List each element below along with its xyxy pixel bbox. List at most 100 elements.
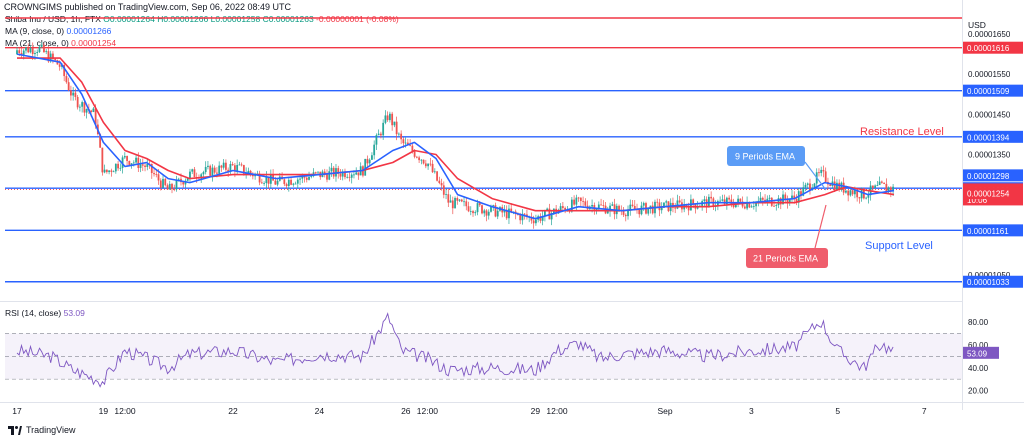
rsi-value-tag	[963, 346, 999, 359]
candle-body	[204, 166, 207, 173]
candle-body	[658, 202, 661, 211]
candle-body	[456, 197, 459, 201]
candle-body	[209, 165, 212, 176]
candle-body	[141, 164, 144, 166]
candle-body	[647, 208, 650, 214]
candle-body	[263, 183, 266, 184]
candle-body	[299, 178, 301, 180]
candle-body	[505, 209, 508, 219]
tradingview-footer: TradingView	[8, 425, 76, 435]
candle-body	[692, 199, 695, 205]
candle-body	[242, 165, 245, 174]
candle-body	[83, 102, 86, 113]
time-tick-label: 22	[228, 406, 238, 416]
candle-body	[638, 209, 641, 215]
candle-body	[175, 179, 178, 190]
candle-body	[865, 197, 868, 199]
change-value: -0.00000001 (-0.08%)	[316, 14, 399, 24]
candle-body	[186, 178, 189, 181]
candle-body	[606, 211, 609, 214]
candle-body	[22, 50, 25, 55]
candle-body	[730, 199, 733, 205]
candle-body	[449, 200, 452, 203]
level-price-tag	[963, 84, 1023, 97]
candle-body	[305, 177, 308, 180]
candle-body	[838, 182, 841, 190]
candle-body	[52, 53, 54, 59]
candle-body	[173, 189, 176, 190]
candle-body	[550, 213, 553, 220]
candle-body	[546, 208, 549, 210]
candle-body	[519, 214, 522, 221]
candle-body	[463, 201, 465, 203]
candle-body	[429, 163, 432, 165]
candle-body	[544, 209, 546, 217]
candle-body	[36, 51, 39, 54]
price-tag-label: 0.00001298	[967, 172, 1010, 181]
candle-body	[227, 169, 230, 172]
price-tick-label: 0.00001650	[968, 30, 1011, 39]
candle-body	[229, 164, 232, 172]
candle-body	[719, 200, 722, 202]
candle-body	[168, 183, 171, 190]
candle-body	[38, 46, 41, 52]
candle-body	[157, 174, 160, 181]
candle-body	[494, 205, 497, 217]
candle-body	[454, 197, 456, 209]
candle-body	[523, 213, 526, 215]
level-price-tag	[963, 41, 1023, 54]
candle-body	[496, 210, 499, 217]
candle-body	[193, 169, 196, 178]
candle-body	[364, 158, 367, 176]
candle-body	[81, 102, 84, 107]
level-price-label: 0.00001033	[967, 278, 1010, 287]
ma9-label: MA (9, close, 0)	[5, 26, 65, 36]
candle-body	[775, 205, 778, 206]
candle-body	[308, 176, 310, 180]
candle-body	[411, 145, 414, 152]
candle-body	[676, 200, 679, 209]
tradingview-brand[interactable]: TradingView	[26, 425, 76, 435]
candle-body	[820, 169, 823, 174]
candle-body	[171, 183, 173, 190]
candle-body	[575, 197, 578, 205]
time-tick-label: Sep	[657, 406, 672, 416]
candle-body	[85, 109, 88, 113]
candle-body	[413, 151, 416, 157]
candle-body	[114, 163, 117, 172]
candle-body	[458, 199, 461, 201]
candle-body	[287, 179, 290, 187]
candle-body	[238, 164, 241, 166]
candle-body	[618, 205, 620, 211]
candle-body	[883, 182, 886, 184]
candle-body	[249, 170, 252, 174]
candle-body	[420, 159, 423, 161]
candle-body	[649, 205, 652, 209]
candle-body	[485, 210, 488, 216]
candle-body	[202, 172, 205, 175]
ema21-callout-pointer	[814, 204, 827, 249]
candle-body	[611, 204, 614, 206]
time-tick-label: 7	[922, 406, 927, 416]
candle-body	[867, 195, 870, 198]
candle-body	[521, 213, 524, 221]
candle-body	[660, 207, 663, 211]
candle-body	[573, 199, 576, 205]
candle-body	[366, 158, 369, 164]
candle-body	[265, 176, 268, 184]
candle-body	[651, 205, 654, 214]
candle-body	[25, 47, 27, 51]
candle-body	[144, 165, 146, 167]
candle-body	[467, 206, 470, 212]
candle-body	[786, 199, 789, 204]
ma9-value: 0.00001266	[66, 26, 112, 36]
candle-body	[656, 201, 659, 203]
candle-body	[858, 197, 861, 199]
candle-body	[535, 219, 537, 224]
candle-body	[824, 171, 827, 182]
candle-body	[393, 121, 396, 126]
candle-body	[748, 202, 751, 208]
candle-body	[761, 197, 764, 200]
candle-body	[478, 203, 481, 206]
